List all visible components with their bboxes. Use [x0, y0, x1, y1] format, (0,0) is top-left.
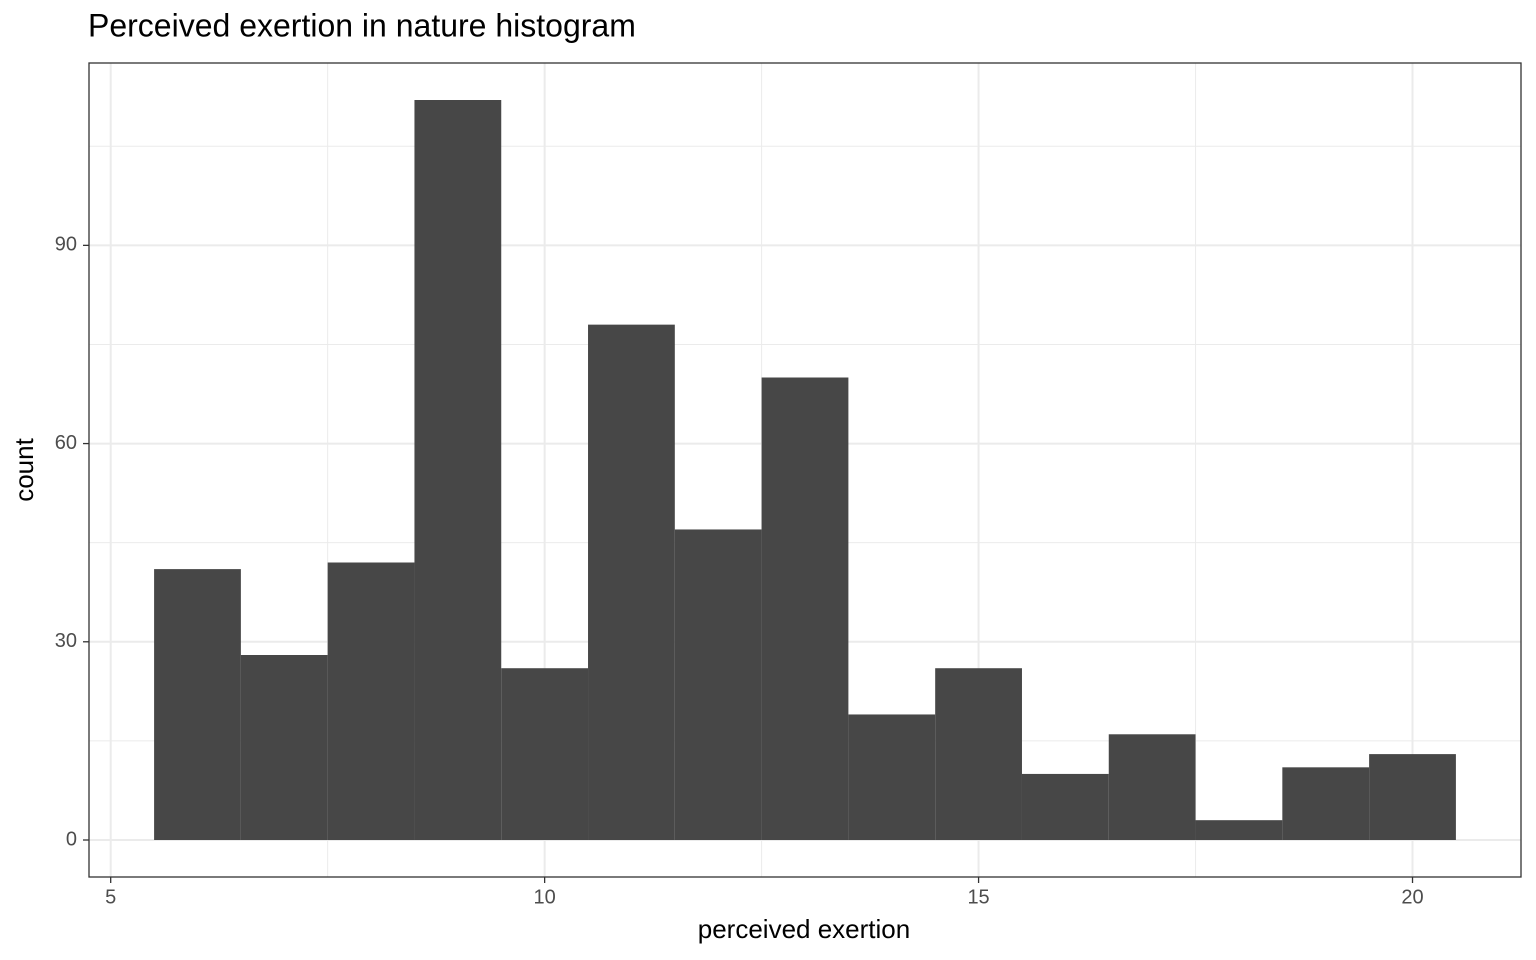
bar [1021, 773, 1109, 840]
y-axis-title: count [9, 437, 39, 501]
y-tick-label: 60 [55, 432, 77, 454]
x-axis-title: perceived exertion [698, 914, 910, 944]
bar [588, 324, 675, 841]
bar [1282, 767, 1370, 840]
x-tick-label: 15 [967, 886, 989, 908]
bar [414, 100, 502, 840]
x-tick-label: 5 [105, 886, 116, 908]
bar [1369, 754, 1456, 840]
bar [1108, 734, 1196, 840]
bar [501, 668, 589, 840]
bar [935, 668, 1022, 840]
bar [761, 377, 849, 840]
x-tick-label: 20 [1401, 886, 1423, 908]
bar [1195, 820, 1283, 840]
x-tick-label: 10 [534, 886, 556, 908]
bar [327, 562, 415, 840]
panel-border [88, 62, 1522, 878]
y-tick-label: 0 [66, 828, 77, 850]
bar [674, 529, 762, 840]
y-tick-label: 90 [55, 234, 77, 256]
bar [240, 655, 328, 840]
bar [154, 569, 241, 840]
bar [848, 714, 936, 840]
chart-title: Perceived exertion in nature histogram [88, 7, 636, 43]
y-tick-label: 30 [55, 630, 77, 652]
